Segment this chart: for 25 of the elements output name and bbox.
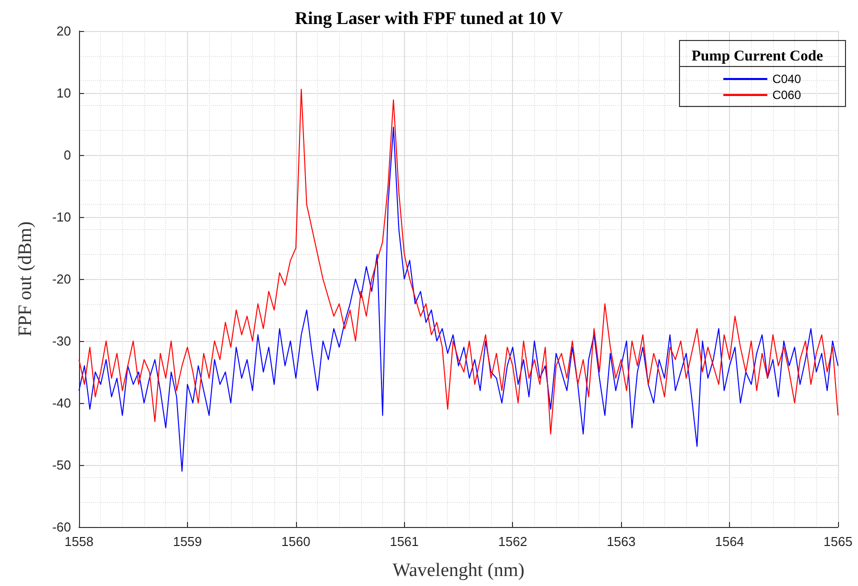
x-tick-label: 1562 xyxy=(498,534,528,549)
y-tick-label: -50 xyxy=(52,458,71,472)
y-tick-label: -10 xyxy=(52,210,71,224)
x-tick-label: 1558 xyxy=(64,534,94,549)
line-series xyxy=(78,126,838,472)
x-tick-label: 1559 xyxy=(172,534,202,549)
y-tick-label: 0 xyxy=(64,148,71,162)
legend-title: Pump Current Code xyxy=(692,48,824,64)
x-axis-title: Wavelenght (nm) xyxy=(392,560,524,581)
x-tick-label: 1565 xyxy=(824,534,852,549)
x-tick-label: 1560 xyxy=(281,534,310,549)
legend-label: C040 xyxy=(772,72,802,86)
line-series xyxy=(78,88,838,434)
y-tick-label: -30 xyxy=(52,334,71,348)
y-tick-label: -20 xyxy=(52,272,71,286)
y-tick-label: 10 xyxy=(56,86,71,100)
y-tick-label: -40 xyxy=(52,396,71,410)
y-tick-label: -60 xyxy=(52,520,71,534)
x-tick-label: 1561 xyxy=(390,534,419,549)
chart-title: Ring Laser with FPF tuned at 10 V xyxy=(294,8,564,28)
y-tick-label: 20 xyxy=(56,24,71,38)
x-tick-label: 1564 xyxy=(715,534,744,549)
x-tick-label: 1563 xyxy=(606,534,636,549)
legend-label: C060 xyxy=(772,88,802,102)
y-axis-title: FPF out (dBm) xyxy=(15,221,36,337)
